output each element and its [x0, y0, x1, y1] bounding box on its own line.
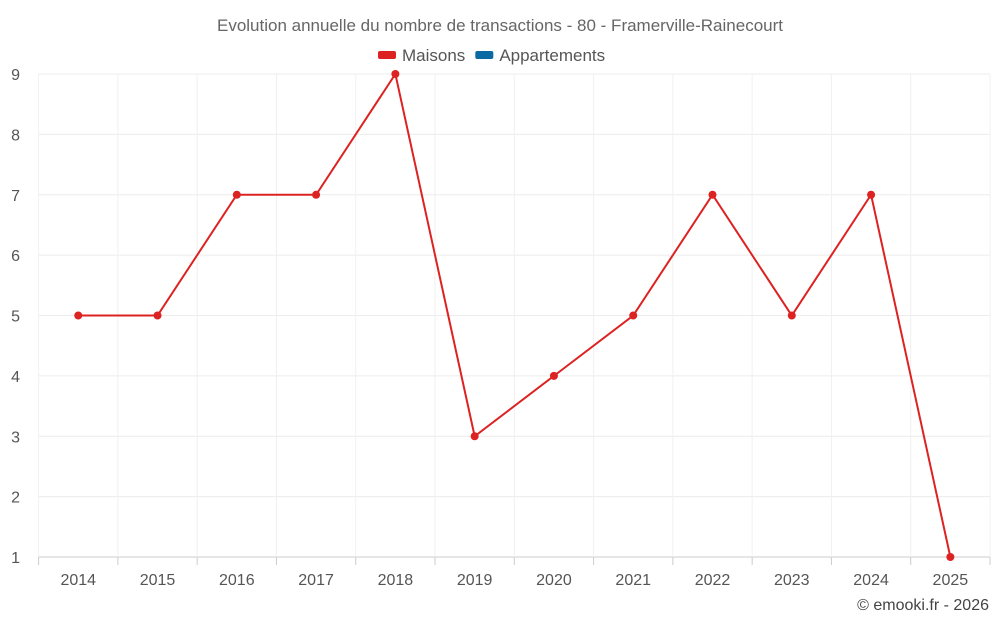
legend-label-appartements[interactable]: Appartements: [499, 46, 605, 65]
data-point-2022[interactable]: [708, 190, 717, 199]
data-point-2023[interactable]: [787, 311, 796, 320]
x-tick-label: 2015: [140, 572, 176, 589]
x-tick-label: 2022: [695, 572, 731, 589]
chart-title: Evolution annuelle du nombre de transact…: [217, 16, 783, 35]
x-tick-label: 2019: [457, 572, 493, 589]
x-tick-label: 2014: [60, 572, 96, 589]
data-point-2019[interactable]: [470, 432, 479, 441]
data-point-2020[interactable]: [549, 371, 558, 380]
data-point-2016[interactable]: [232, 190, 241, 199]
data-point-2018[interactable]: [391, 70, 400, 78]
y-tick-label: 5: [11, 309, 20, 326]
x-tick-label: 2016: [219, 572, 255, 589]
series: [74, 70, 955, 561]
grid: [38, 73, 991, 558]
series-line-maisons: [78, 71, 952, 558]
data-point-2014[interactable]: [74, 311, 83, 320]
data-point-2015[interactable]: [153, 311, 162, 320]
y-tick-label: 4: [11, 369, 20, 386]
data-point-2021[interactable]: [629, 311, 638, 320]
x-tick-label: 2025: [933, 572, 969, 589]
y-tick-label: 2: [11, 490, 20, 507]
x-tick-label: 2020: [536, 572, 572, 589]
legend: Maisons Appartements: [378, 46, 605, 65]
y-tick-label: 9: [11, 67, 20, 84]
y-tick-label: 1: [11, 550, 20, 567]
axes: 1 2 3 4 5 6 7 8 9 2014 2015 2016 2017 2018 2019 2020 202…: [11, 67, 991, 589]
legend-swatch-appartements[interactable]: [475, 51, 494, 59]
legend-swatch-maisons[interactable]: [378, 51, 396, 59]
y-tick-label: 8: [11, 127, 20, 144]
data-point-2017[interactable]: [312, 190, 321, 199]
x-tick-label: 2017: [298, 572, 334, 589]
y-tick-label: 6: [11, 248, 20, 265]
x-tick-label: 2021: [615, 572, 651, 589]
x-tick-label: 2018: [378, 572, 414, 589]
x-tick-label: 2024: [853, 572, 889, 589]
credit-text: © emooki.fr - 2026: [857, 597, 989, 614]
x-tick-label: 2023: [774, 572, 810, 589]
y-tick-label: 7: [11, 188, 20, 205]
y-tick-label: 3: [11, 429, 20, 446]
legend-label-maisons[interactable]: Maisons: [402, 46, 465, 65]
data-point-2024[interactable]: [867, 190, 876, 199]
data-point-2025[interactable]: [946, 553, 955, 561]
